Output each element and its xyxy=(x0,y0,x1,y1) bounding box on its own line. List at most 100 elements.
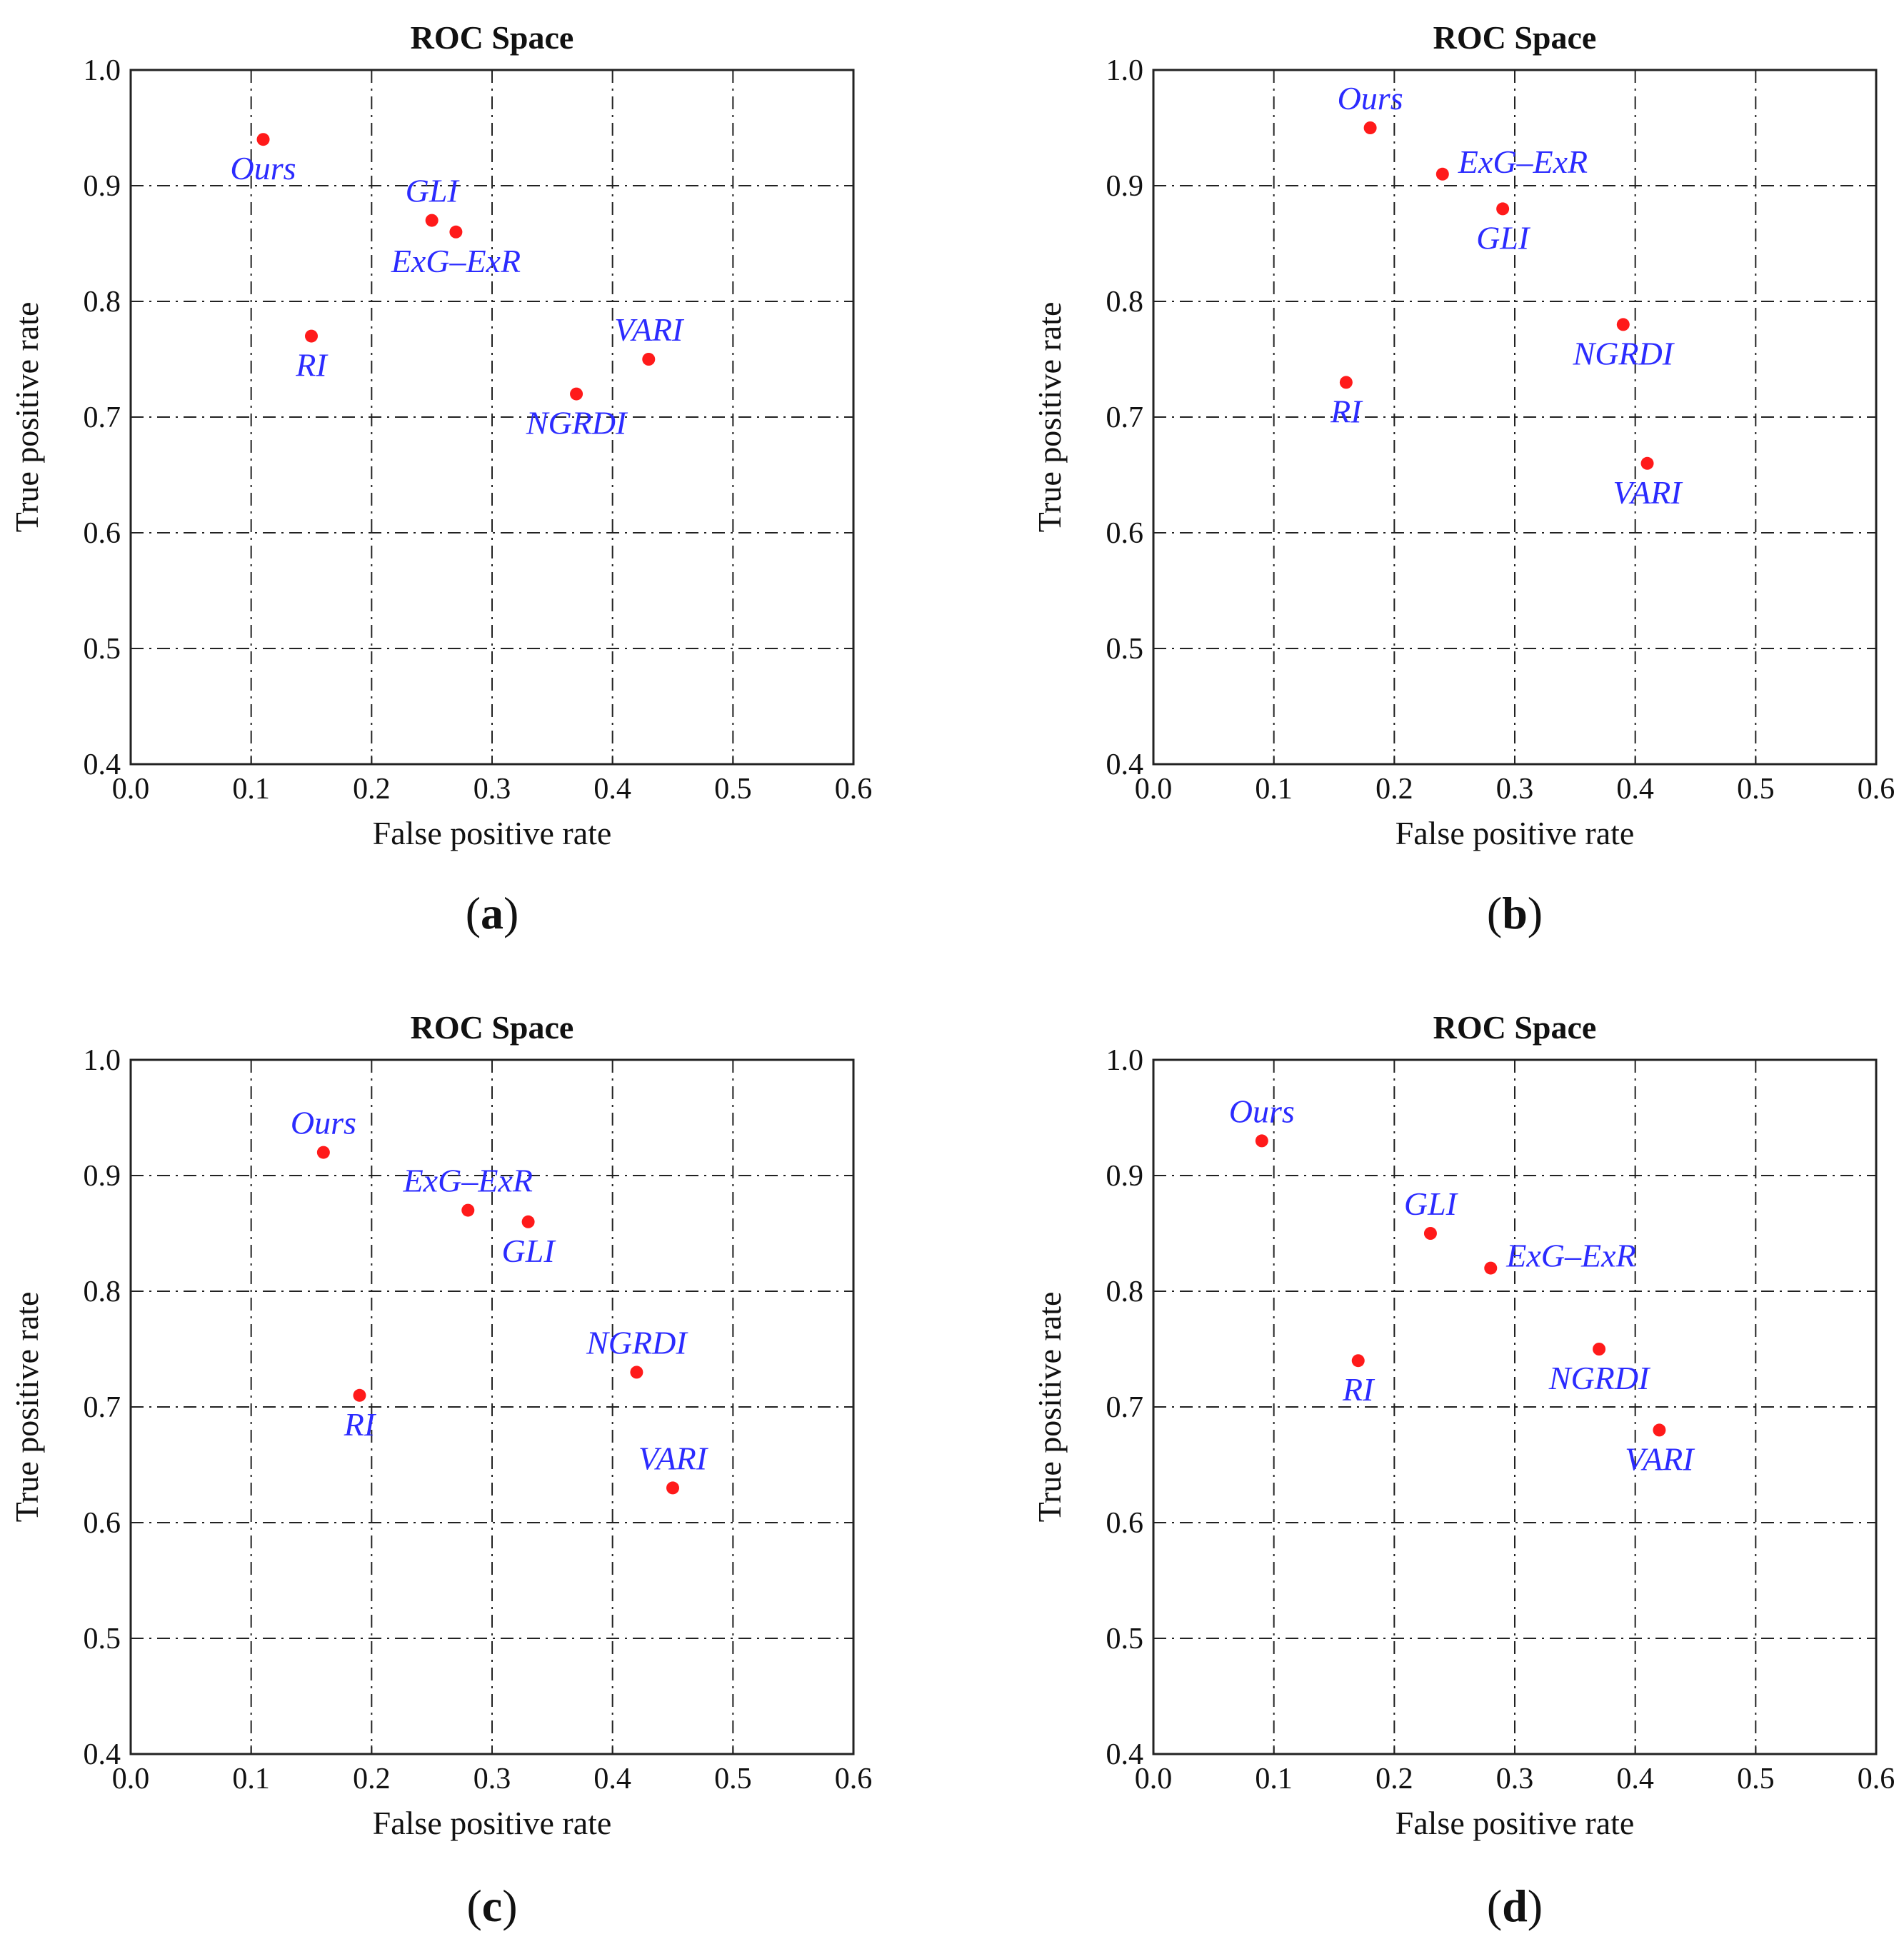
chart-title: ROC Space xyxy=(1433,19,1597,56)
data-point-ngrdi xyxy=(1616,318,1630,331)
y-tick-label: 0.7 xyxy=(84,1391,121,1424)
caption-letter: d xyxy=(1502,1880,1528,1931)
x-tick-label: 0.1 xyxy=(1255,1763,1293,1795)
x-tick-label: 0.1 xyxy=(232,1763,270,1795)
x-tick-label: 0.6 xyxy=(835,773,873,806)
x-tick-label: 0.6 xyxy=(1858,1763,1895,1795)
point-label: NGRDI xyxy=(1573,335,1675,371)
data-point-vari xyxy=(1653,1423,1666,1437)
x-tick-label: 0.3 xyxy=(474,1763,511,1795)
roc-panel-c: 0.0 0.1 0.2 0.3 0.4 0.5 0.6 0.4 0.5 0.6 0.7 0.8 0.9 1… xyxy=(9,1009,872,1931)
y-tick-label: 0.8 xyxy=(1106,1276,1144,1308)
y-tick-label: 1.0 xyxy=(1106,1044,1144,1077)
data-point-gli xyxy=(521,1215,535,1228)
point-label: NGRDI xyxy=(1548,1360,1651,1396)
data-point-vari xyxy=(666,1481,679,1495)
data-point-ri xyxy=(305,329,318,343)
x-tick-label: 0.2 xyxy=(1376,773,1413,806)
y-tick-label: 0.9 xyxy=(84,1160,121,1193)
y-axis-label: True positive rate xyxy=(9,302,45,533)
data-point-ours xyxy=(316,1146,330,1159)
point-label: GLI xyxy=(406,173,461,209)
y-tick-label: 0.8 xyxy=(1106,286,1144,319)
data-point-ours xyxy=(1255,1134,1268,1148)
caption-letter: c xyxy=(482,1880,502,1931)
caption-close-paren: ) xyxy=(502,1880,517,1931)
data-point-ri xyxy=(1351,1354,1365,1368)
data-point-gli xyxy=(425,214,439,227)
point-label: ExG–ExR xyxy=(1458,144,1588,180)
point-label: RI xyxy=(1342,1371,1376,1408)
chart-title: ROC Space xyxy=(411,19,574,56)
caption-letter: b xyxy=(1502,888,1528,938)
point-label: Ours xyxy=(1229,1093,1295,1129)
x-axis-label: False positive rate xyxy=(1396,1805,1635,1841)
caption-open-paren: ( xyxy=(466,888,481,938)
y-tick-label: 0.4 xyxy=(1106,748,1144,781)
y-tick-label: 0.4 xyxy=(84,1738,121,1771)
data-point-vari xyxy=(642,353,656,366)
data-point-vari xyxy=(1640,456,1654,470)
point-label: NGRDI xyxy=(586,1324,688,1361)
y-tick-label: 1.0 xyxy=(84,1044,121,1077)
chart-title: ROC Space xyxy=(1433,1009,1597,1046)
point-label: VARI xyxy=(638,1440,709,1476)
point-label: NGRDI xyxy=(526,405,628,441)
y-tick-label: 0.8 xyxy=(84,286,121,319)
data-point-ours xyxy=(256,133,270,146)
y-tick-label: 1.0 xyxy=(84,54,121,87)
roc-panel-d: 0.0 0.1 0.2 0.3 0.4 0.5 0.6 0.4 0.5 0.6 0.7 0.8 0.9 1… xyxy=(1031,1009,1895,1931)
y-tick-label: 0.9 xyxy=(1106,1160,1144,1193)
roc-panel-b: 0.0 0.1 0.2 0.3 0.4 0.5 0.6 0.4 0.5 0.6 0.7 0.8 0.9 1… xyxy=(1031,19,1895,938)
x-tick-label: 0.2 xyxy=(353,1763,391,1795)
x-tick-label: 0.2 xyxy=(1376,1763,1413,1795)
y-tick-label: 0.6 xyxy=(84,517,121,550)
y-tick-label: 0.7 xyxy=(1106,401,1144,434)
data-point-ri xyxy=(1339,376,1353,389)
point-label: GLI xyxy=(502,1233,557,1269)
x-axis-label: False positive rate xyxy=(373,1805,612,1841)
y-axis-label: True positive rate xyxy=(1031,1292,1068,1523)
point-label: RI xyxy=(1330,393,1363,429)
data-point-exg-exr xyxy=(461,1203,475,1217)
panel-caption: (b) xyxy=(1487,888,1543,938)
x-tick-label: 0.4 xyxy=(593,1763,631,1795)
x-tick-label: 0.0 xyxy=(112,773,150,806)
y-tick-label: 0.9 xyxy=(84,170,121,203)
y-tick-label: 0.4 xyxy=(84,748,121,781)
data-point-gli xyxy=(1423,1227,1437,1240)
chart-title: ROC Space xyxy=(411,1009,574,1046)
caption-open-paren: ( xyxy=(1487,1880,1502,1931)
data-point-ngrdi xyxy=(630,1366,643,1379)
x-tick-label: 0.5 xyxy=(1737,1763,1775,1795)
point-label: GLI xyxy=(1476,219,1531,256)
point-label: ExG–ExR xyxy=(391,243,521,279)
y-tick-label: 0.4 xyxy=(1106,1738,1144,1771)
y-tick-label: 0.6 xyxy=(1106,1507,1144,1540)
x-tick-label: 0.4 xyxy=(1616,773,1654,806)
x-axis-label: False positive rate xyxy=(1396,815,1635,851)
caption-open-paren: ( xyxy=(466,1880,481,1931)
y-tick-label: 0.7 xyxy=(1106,1391,1144,1424)
point-label: Ours xyxy=(291,1105,356,1141)
caption-open-paren: ( xyxy=(1487,888,1502,938)
data-point-ri xyxy=(353,1388,366,1402)
y-tick-label: 0.6 xyxy=(1106,517,1144,550)
x-tick-label: 0.5 xyxy=(714,773,752,806)
point-label: Ours xyxy=(231,150,296,186)
x-tick-label: 0.3 xyxy=(1496,1763,1534,1795)
y-tick-label: 0.9 xyxy=(1106,170,1144,203)
x-tick-label: 0.1 xyxy=(232,773,270,806)
data-point-ours xyxy=(1363,121,1377,134)
caption-close-paren: ) xyxy=(1528,1880,1543,1931)
y-tick-label: 0.5 xyxy=(84,1623,121,1655)
x-tick-label: 0.4 xyxy=(1616,1763,1654,1795)
y-tick-label: 1.0 xyxy=(1106,54,1144,87)
x-tick-label: 0.2 xyxy=(353,773,391,806)
point-label: GLI xyxy=(1404,1186,1459,1222)
caption-letter: a xyxy=(481,888,503,938)
point-label: Ours xyxy=(1338,80,1403,116)
x-tick-label: 0.0 xyxy=(1135,773,1173,806)
point-label: VARI xyxy=(1625,1441,1695,1477)
